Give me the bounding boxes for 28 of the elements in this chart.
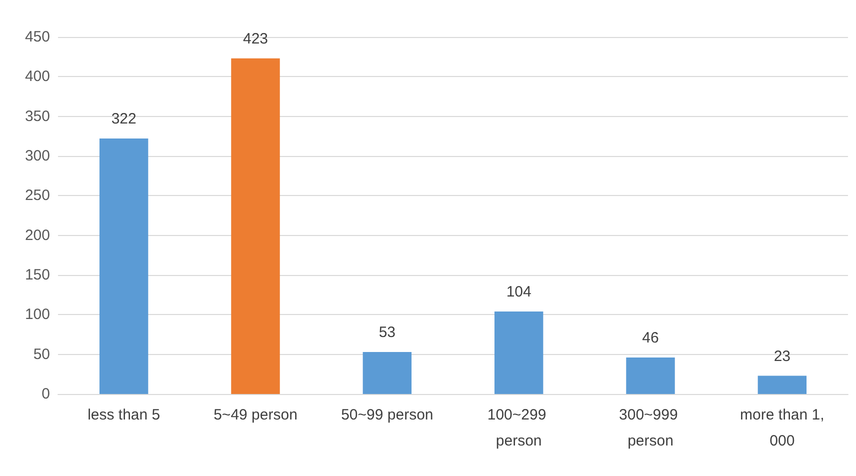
bar: [626, 358, 675, 394]
y-tick-label: 450: [24, 28, 50, 46]
x-tick-label: less than 5: [88, 406, 160, 424]
bar: [494, 311, 544, 394]
data-label: 53: [378, 324, 396, 341]
bar: [362, 352, 412, 394]
x-tick-label: 5~49 person: [214, 406, 298, 424]
y-tick-label: 250: [24, 187, 50, 204]
x-tick-label: 50~99 person: [341, 406, 434, 424]
bar: [758, 376, 807, 394]
y-tick-label: 150: [24, 266, 50, 284]
data-label: 322: [111, 110, 136, 128]
y-tick-label: 200: [24, 226, 50, 244]
bar: [231, 58, 280, 394]
x-tick-label: more than 1,000: [740, 406, 824, 450]
y-tick-label: 0: [42, 386, 50, 402]
x-tick-label: 100~299 person: [487, 406, 550, 450]
x-tick-label: 300~999 person: [619, 406, 682, 450]
data-label: 23: [774, 348, 791, 365]
data-label: 423: [242, 30, 268, 48]
y-tick-label: 300: [24, 148, 50, 164]
y-tick-label: 350: [24, 108, 50, 125]
data-label: 46: [642, 330, 659, 347]
data-label: 104: [506, 283, 532, 300]
y-tick-label: 400: [24, 68, 50, 86]
bar: [99, 138, 148, 394]
y-tick-label: 50: [33, 346, 50, 363]
y-tick-label: 100: [24, 306, 50, 324]
